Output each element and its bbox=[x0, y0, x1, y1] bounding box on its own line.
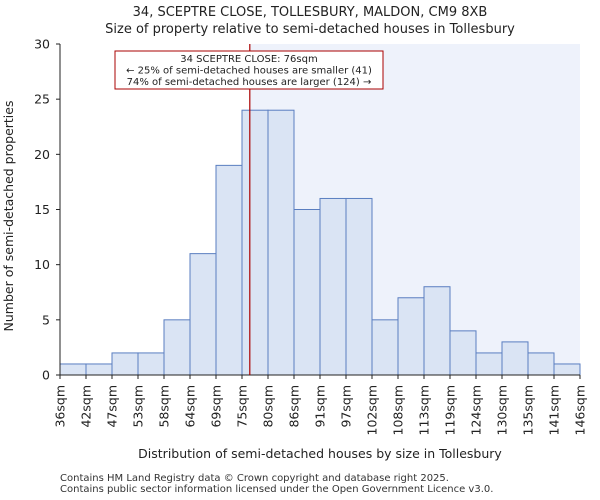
chart-subtitle: Size of property relative to semi-detach… bbox=[105, 22, 515, 37]
y-tick-label: 5 bbox=[42, 312, 50, 327]
footer-attribution: Contains HM Land Registry data © Crown c… bbox=[60, 473, 493, 495]
x-tick-label: 91sqm bbox=[313, 385, 328, 428]
histogram-bar bbox=[267, 109, 295, 376]
histogram-bar bbox=[371, 319, 399, 376]
y-axis-label: Number of semi-detached properties bbox=[1, 101, 16, 332]
histogram-bar bbox=[449, 330, 477, 376]
histogram-bar bbox=[319, 197, 347, 376]
x-tick-label: 97sqm bbox=[339, 385, 354, 428]
histogram-bar bbox=[85, 363, 113, 376]
x-tick-label: 102sqm bbox=[365, 385, 380, 435]
x-tick-label: 47sqm bbox=[105, 385, 120, 428]
x-tick-label: 53sqm bbox=[131, 385, 146, 428]
x-tick-label: 141sqm bbox=[547, 385, 562, 435]
x-tick-label: 124sqm bbox=[469, 385, 484, 435]
histogram-bar bbox=[163, 319, 191, 376]
x-tick-label: 108sqm bbox=[391, 385, 406, 435]
histogram-bar bbox=[501, 341, 529, 376]
x-tick-label: 146sqm bbox=[573, 385, 588, 435]
y-tick-label: 20 bbox=[34, 147, 50, 162]
y-tick-label: 0 bbox=[42, 368, 50, 383]
x-tick-label: 113sqm bbox=[417, 385, 432, 435]
histogram-bar bbox=[345, 197, 373, 376]
x-axis-label: Distribution of semi-detached houses by … bbox=[138, 446, 502, 461]
annotation-line-3: 74% of semi-detached houses are larger (… bbox=[127, 77, 372, 88]
histogram-bar bbox=[423, 286, 451, 376]
histogram-bar bbox=[475, 352, 503, 376]
annotation-box bbox=[114, 50, 384, 90]
histogram-bar bbox=[111, 352, 139, 376]
y-tick-label: 25 bbox=[34, 92, 50, 107]
footer-line-2: Contains public sector information licen… bbox=[60, 484, 494, 495]
x-tick-label: 36sqm bbox=[53, 385, 68, 428]
plot-area: 0 5 10 15 20 25 30 36sqm 42sqm 47sqm 53sqm 58sqm 64s… bbox=[34, 37, 587, 436]
histogram-bar bbox=[527, 352, 555, 376]
x-tick-label: 130sqm bbox=[495, 385, 510, 435]
x-tick-label: 64sqm bbox=[183, 385, 198, 428]
histogram-bar bbox=[137, 352, 165, 376]
histogram-bar bbox=[189, 253, 217, 376]
histogram-bar bbox=[215, 164, 243, 376]
annotation-line-1: 34 SCEPTRE CLOSE: 76sqm bbox=[180, 54, 317, 65]
histogram-bar bbox=[241, 109, 269, 376]
x-tick-label: 69sqm bbox=[209, 385, 224, 428]
footer-line-1: Contains HM Land Registry data © Crown c… bbox=[60, 473, 449, 484]
y-tick-label: 10 bbox=[34, 257, 50, 272]
x-tick-label: 135sqm bbox=[521, 385, 536, 435]
histogram-bar bbox=[293, 209, 321, 376]
histogram-bar bbox=[59, 363, 87, 376]
y-tick-label: 30 bbox=[34, 37, 50, 52]
x-tick-label: 86sqm bbox=[287, 385, 302, 428]
x-tick-label: 119sqm bbox=[443, 385, 458, 435]
chart-title: 34, SCEPTRE CLOSE, TOLLESBURY, MALDON, C… bbox=[133, 5, 488, 20]
histogram-bar bbox=[397, 297, 425, 376]
x-tick-label: 80sqm bbox=[261, 385, 276, 428]
x-tick-label: 42sqm bbox=[79, 385, 94, 428]
y-tick-label: 15 bbox=[34, 202, 50, 217]
annotation-line-2: ← 25% of semi-detached houses are smalle… bbox=[126, 66, 372, 77]
x-tick-label: 58sqm bbox=[157, 385, 172, 428]
x-tick-label: 75sqm bbox=[235, 385, 250, 428]
histogram-bar bbox=[553, 363, 581, 376]
